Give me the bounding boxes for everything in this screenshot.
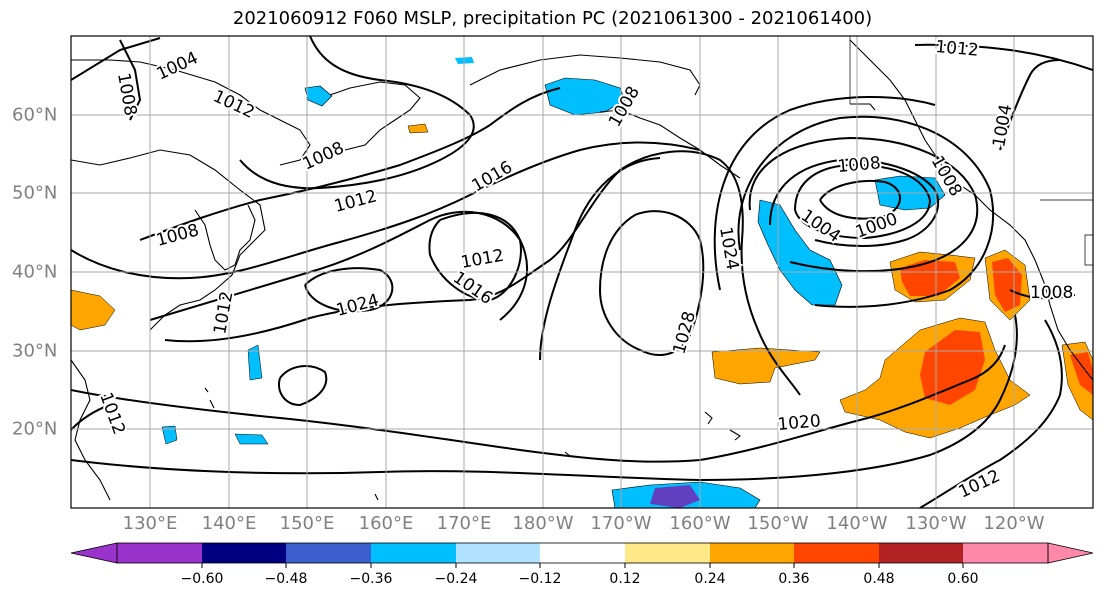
colorbar-label: −0.36: [349, 571, 393, 587]
coastline: [704, 411, 713, 425]
precip-area: [757, 199, 843, 306]
colorbar-label: −0.60: [180, 571, 224, 587]
colorbar-label: 0.48: [863, 571, 895, 587]
isobar: [71, 344, 1006, 463]
precipitation-layer: [71, 57, 1093, 508]
lon-label: 170°E: [436, 513, 492, 534]
isobar-label: 1008: [1030, 283, 1073, 303]
colorbar-segment: [117, 543, 202, 563]
colorbar-segment: [625, 543, 710, 563]
coastline: [469, 54, 701, 96]
isobar: [999, 59, 1061, 151]
precip-area: [650, 485, 700, 508]
isobar: [164, 150, 801, 396]
coastline: [599, 109, 741, 179]
lat-label: 50°N: [12, 182, 58, 204]
coastline: [729, 429, 741, 441]
isobar: [748, 136, 979, 273]
lon-label: 160°E: [358, 513, 414, 534]
precip-area: [1070, 352, 1093, 395]
coastline: [374, 493, 379, 501]
lon-label: 140°W: [826, 513, 888, 534]
graticule: [71, 36, 1093, 508]
lon-label: 150°W: [747, 513, 809, 534]
isobar: [278, 365, 328, 407]
coastline: [71, 359, 111, 501]
precip-area: [71, 289, 116, 331]
lon-label: 140°E: [201, 513, 257, 534]
colorbar-label: 0.24: [694, 571, 726, 587]
coastline: [329, 81, 421, 151]
colorbar-segment: [710, 543, 794, 563]
coastline: [849, 39, 1093, 381]
isobar: [71, 141, 701, 280]
colorbar-segment: [963, 543, 1048, 563]
coastline: [71, 59, 311, 166]
isobar: [769, 158, 940, 247]
isobar: [71, 404, 111, 431]
lon-label: 150°E: [279, 513, 335, 534]
isobar: [737, 115, 994, 308]
lat-label: 20°N: [12, 418, 58, 440]
lon-label: 120°W: [983, 513, 1045, 534]
isobar-label: 1012: [935, 37, 980, 61]
map-title: 2021060912 F060 MSLP, precipitation PC (…: [232, 8, 873, 29]
coastline: [204, 387, 209, 393]
isobar: [599, 210, 705, 356]
isobar: [71, 37, 161, 81]
lon-label: 160°W: [669, 513, 731, 534]
colorbar-label: −0.24: [434, 571, 478, 587]
precip-area: [711, 347, 821, 385]
lon-label: 180°W: [512, 513, 574, 534]
lat-label: 40°N: [12, 261, 58, 283]
colorbar: [70, 542, 1094, 568]
colorbar-segment: [794, 543, 879, 563]
isobar: [304, 267, 394, 313]
precip-area: [900, 260, 960, 296]
lon-label: 170°W: [590, 513, 652, 534]
isobar: [539, 157, 661, 361]
isobar: [1009, 289, 1076, 300]
isobar: [919, 319, 1063, 508]
precip-area: [247, 344, 263, 381]
isobar-label: 1008: [837, 153, 882, 177]
coastline: [209, 399, 215, 409]
colorbar-segment: [456, 543, 540, 563]
colorbar-label: 0.12: [609, 571, 641, 587]
precip-area: [161, 425, 178, 445]
precip-area: [234, 433, 269, 445]
isobar: [428, 212, 522, 302]
isobar: [119, 39, 142, 121]
isobar: [713, 96, 936, 291]
colorbar-segment: [202, 543, 286, 563]
colorbar-segment: [879, 543, 963, 563]
lon-label: 130°E: [122, 513, 178, 534]
precip-area: [407, 123, 429, 134]
coastline: [194, 204, 256, 271]
colorbar-label: −0.48: [264, 571, 308, 587]
colorbar-label: −0.12: [518, 571, 562, 587]
lat-label: 30°N: [12, 340, 58, 362]
isobar: [149, 210, 529, 321]
colorbar-arrow-left: [70, 542, 118, 564]
colorbar-label: 0.36: [778, 571, 810, 587]
colorbar-segment: [371, 543, 456, 563]
precip-area: [544, 77, 626, 116]
colorbar-segment: [286, 543, 371, 563]
isobar: [819, 179, 901, 220]
border-line: [1084, 234, 1093, 266]
lon-label: 130°W: [905, 513, 967, 534]
isobar-label: 1020: [777, 411, 822, 435]
isobar: [139, 87, 561, 241]
colorbar-label: 0.60: [947, 571, 979, 587]
isobar: [794, 163, 932, 240]
isobar: [914, 43, 1093, 71]
colorbar-segment: [540, 543, 625, 563]
map-frame: [70, 35, 1094, 509]
colorbar-arrow-right: [1047, 542, 1094, 564]
lat-label: 60°N: [12, 104, 58, 126]
